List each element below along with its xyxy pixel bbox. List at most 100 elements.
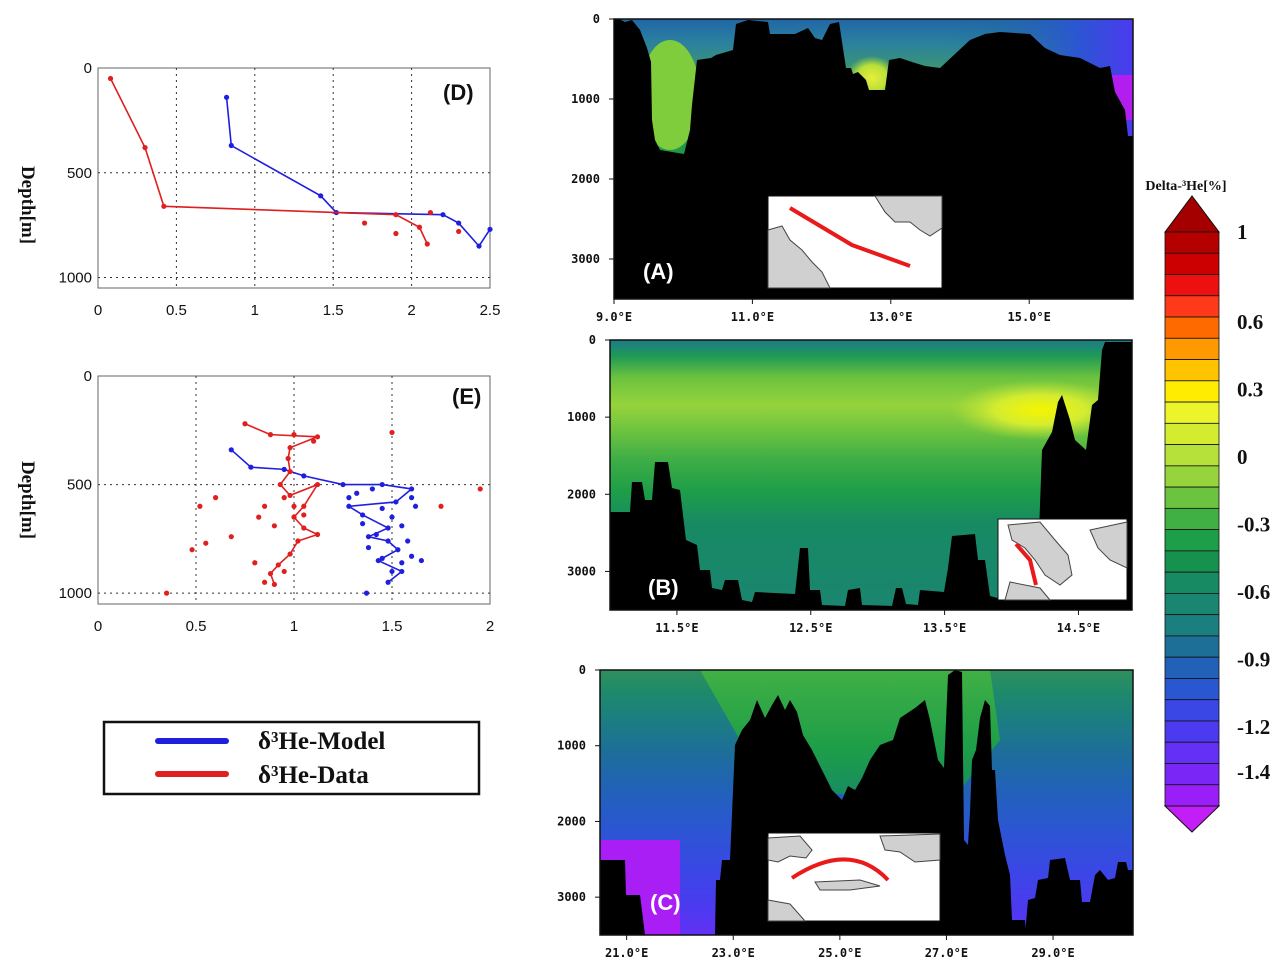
x-tick-label: 14.5°E xyxy=(1057,621,1100,635)
panel-c: (C) 21.0°E 23.0°E 25.0°E 27.0°E 29.0°E010002… xyxy=(557,663,1134,960)
panel-b: (B) 11.5°E 12.5°E 13.5°E 14.5°E 0 1000 2000 300… xyxy=(567,333,1133,635)
series-point xyxy=(285,455,291,462)
series-point xyxy=(318,193,324,199)
scatter-point xyxy=(399,523,405,529)
panel-c-inset-land xyxy=(767,835,813,863)
colorbar-label: -1.4 xyxy=(1237,760,1271,784)
series-point xyxy=(476,243,482,249)
scatter-point xyxy=(291,503,297,509)
y-tick-label: 0 xyxy=(589,333,596,347)
series-point xyxy=(287,551,293,557)
scatter-point xyxy=(456,228,462,235)
scatter-point xyxy=(301,512,307,518)
series-point xyxy=(487,226,493,232)
panel-c-bathymetry-right xyxy=(1025,858,1133,935)
y-tick-label: 1000 xyxy=(571,92,600,106)
colorbar-band xyxy=(1164,635,1220,658)
panel-a-frame xyxy=(613,18,1134,300)
scatter-point xyxy=(369,486,375,492)
panel-a-green-plume xyxy=(640,40,700,150)
scatter-point xyxy=(262,579,268,585)
colorbar-band xyxy=(1164,231,1220,254)
y-tick-label: 1000 xyxy=(59,585,92,602)
panel-d-frame xyxy=(97,67,491,289)
series-point xyxy=(248,464,254,470)
x-tick-label: 25.0°E xyxy=(818,946,861,960)
panel-d-series xyxy=(107,75,493,249)
series-point xyxy=(365,534,372,540)
colorbar-band xyxy=(1164,678,1220,701)
scatter-point xyxy=(256,514,262,520)
y-tick-label: 2000 xyxy=(571,172,600,186)
colorbar-band xyxy=(1164,699,1220,722)
scatter-point xyxy=(438,503,444,509)
series-point xyxy=(314,481,321,488)
panel-a-inset-transect xyxy=(788,206,911,268)
series-point xyxy=(340,481,346,488)
scatter-point xyxy=(164,590,170,596)
x-tick-label: 0.5 xyxy=(186,618,207,635)
colorbar-label: -0.6 xyxy=(1237,580,1270,604)
x-tick-label: 2 xyxy=(407,302,415,319)
colorbar-band xyxy=(1164,507,1220,531)
x-tick-label: 21.0°E xyxy=(605,946,648,960)
series-point xyxy=(267,571,274,577)
y-tick-label: 3000 xyxy=(567,564,596,578)
y-tick-label: 1000 xyxy=(557,739,586,753)
colorbar-band xyxy=(1164,316,1220,339)
scatter-point xyxy=(389,429,395,436)
panel-b-label: (B) xyxy=(648,575,679,600)
x-tick-label: 9.0°E xyxy=(596,310,632,324)
series-point xyxy=(385,525,391,531)
x-tick-label: 12.5°E xyxy=(789,621,832,635)
colorbar-title: Delta-³He[%] xyxy=(1145,179,1226,194)
series-point xyxy=(291,514,297,520)
colorbar-band xyxy=(1164,529,1220,552)
colorbar-label: 0.3 xyxy=(1237,378,1263,402)
scatter-point xyxy=(346,495,352,501)
y-tick-label: 2000 xyxy=(557,814,586,828)
series-point xyxy=(228,447,234,453)
colorbar-labels: 1 0.6 0.3 0 -0.3 -0.6 -0.9 -1.2 -1.4 xyxy=(1237,220,1271,784)
series-point xyxy=(277,481,283,488)
x-tick-label: 0 xyxy=(94,302,102,319)
y-tick-label: 0 xyxy=(593,12,600,26)
x-tick-label: 1 xyxy=(290,618,298,635)
panel-d-ylabel: Depth[m] xyxy=(17,166,38,244)
series-point xyxy=(424,241,430,247)
x-tick-label: 13.0°E xyxy=(869,310,912,324)
panel-d-label: (D) xyxy=(443,80,474,105)
series-point xyxy=(314,531,321,538)
x-tick-label: 11.5°E xyxy=(655,621,698,635)
series-point xyxy=(375,557,381,564)
scatter-point xyxy=(409,553,415,559)
x-tick-label: 23.0°E xyxy=(712,946,755,960)
y-tick-label: 0 xyxy=(84,368,92,385)
colorbar-label: -1.2 xyxy=(1237,715,1270,739)
colorbar-label: 0 xyxy=(1237,445,1248,469)
scatter-point xyxy=(427,209,434,216)
x-tick-label: 0 xyxy=(94,618,102,635)
x-tick-label: 1.5 xyxy=(323,302,344,319)
colorbar-band xyxy=(1164,401,1220,424)
y-tick-label: 1000 xyxy=(59,270,92,287)
colorbar-band xyxy=(1164,763,1220,786)
colorbar-band xyxy=(1164,337,1220,360)
panel-b-inset xyxy=(997,518,1128,601)
series-point xyxy=(228,142,234,149)
scatter-point xyxy=(399,560,405,566)
x-tick-label: 2.5 xyxy=(480,302,501,319)
x-tick-label: 2 xyxy=(486,618,494,635)
series-point xyxy=(393,499,399,505)
panel-a-inset-land-2 xyxy=(874,195,943,237)
colorbar-label: -0.3 xyxy=(1237,513,1270,537)
panel-a-bathymetry xyxy=(614,19,1133,299)
panel-e-series xyxy=(164,421,483,596)
scatter-point xyxy=(281,568,287,575)
panel-c-frame xyxy=(599,669,1134,936)
colorbar-label: 0.6 xyxy=(1237,310,1263,334)
series-line-model xyxy=(225,97,491,248)
colorbar-band xyxy=(1164,359,1220,382)
scatter-point xyxy=(291,432,297,438)
panel-c-inset-transect xyxy=(790,857,890,882)
